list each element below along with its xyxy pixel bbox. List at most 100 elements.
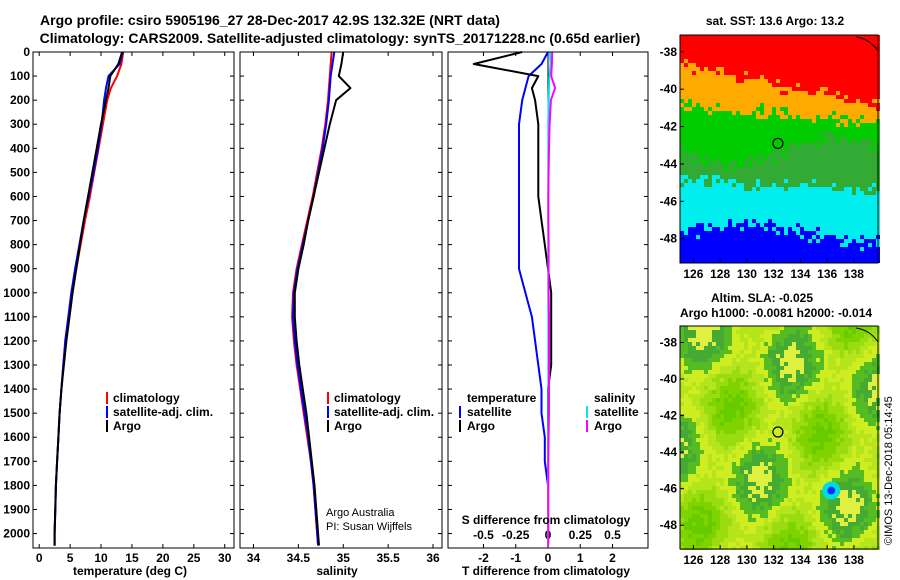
sst-cell xyxy=(744,195,748,199)
sla-cell xyxy=(680,434,684,438)
sst-cell xyxy=(748,91,752,95)
sst-cell xyxy=(716,191,720,195)
sst-cell xyxy=(776,119,780,123)
sst-cell xyxy=(872,259,876,263)
sla-cell xyxy=(736,438,740,442)
sst-cell xyxy=(720,115,724,119)
sla-cell xyxy=(740,434,744,438)
sla-cell xyxy=(784,334,788,338)
sst-cell xyxy=(772,155,776,159)
sst-cell xyxy=(872,111,876,115)
sst-cell xyxy=(772,243,776,247)
sst-cell xyxy=(868,123,872,127)
sst-cell xyxy=(688,143,692,147)
sla-cell xyxy=(704,442,708,446)
sst-cell xyxy=(704,219,708,223)
sst-cell xyxy=(768,111,772,115)
sst-cell xyxy=(716,107,720,111)
sst-cell xyxy=(772,103,776,107)
sst-cell xyxy=(860,51,864,55)
sla-cell xyxy=(796,446,800,450)
sst-cell xyxy=(792,39,796,43)
sst-cell xyxy=(856,71,860,75)
sla-cell xyxy=(772,454,776,458)
sst-cell xyxy=(688,255,692,259)
sla-cell xyxy=(680,458,684,462)
sla-cell xyxy=(772,326,776,330)
sst-cell xyxy=(724,203,728,207)
sla-cell xyxy=(768,454,772,458)
sla-cell xyxy=(788,354,792,358)
sst-cell xyxy=(868,247,872,251)
sst-cell xyxy=(824,203,828,207)
sst-cell xyxy=(748,55,752,59)
sla-cell xyxy=(692,358,696,362)
sst-cell xyxy=(780,151,784,155)
sst-cell xyxy=(808,183,812,187)
sst-cell xyxy=(760,243,764,247)
sst-cell xyxy=(812,123,816,127)
sst-cell xyxy=(836,43,840,47)
sla-cell xyxy=(780,454,784,458)
sst-cell xyxy=(684,95,688,99)
sst-cell xyxy=(716,167,720,171)
sst-cell xyxy=(780,123,784,127)
sla-cell xyxy=(680,438,684,442)
sla-cell xyxy=(728,370,732,374)
sst-cell xyxy=(732,171,736,175)
sla-cell xyxy=(732,450,736,454)
sst-cell xyxy=(724,207,728,211)
sst-cell xyxy=(796,95,800,99)
sla-cell xyxy=(808,346,812,350)
sst-cell xyxy=(708,103,712,107)
sst-cell xyxy=(868,243,872,247)
sla-cell xyxy=(872,342,876,346)
sla-cell xyxy=(712,430,716,434)
sla-cell xyxy=(696,358,700,362)
sst-cell xyxy=(780,227,784,231)
sst-cell xyxy=(784,43,788,47)
sla-cell xyxy=(716,378,720,382)
sla-cell xyxy=(812,346,816,350)
sst-cell xyxy=(860,87,864,91)
sst-cell xyxy=(732,127,736,131)
sla-cell xyxy=(752,346,756,350)
sst-cell xyxy=(840,183,844,187)
sla-cell xyxy=(740,382,744,386)
sla-cell xyxy=(800,394,804,398)
sla-cell xyxy=(712,362,716,366)
sst-cell xyxy=(852,75,856,79)
sst-cell xyxy=(776,259,780,263)
sst-cell xyxy=(700,95,704,99)
sla-cell xyxy=(724,394,728,398)
sst-cell xyxy=(788,95,792,99)
sla-cell xyxy=(772,370,776,374)
sst-cell xyxy=(724,139,728,143)
sst-cell xyxy=(780,163,784,167)
sst-cell xyxy=(776,43,780,47)
sst-cell xyxy=(720,111,724,115)
sst-cell xyxy=(872,155,876,159)
sla-cell xyxy=(844,390,848,394)
sla-cell xyxy=(728,462,732,466)
sla-cell xyxy=(728,350,732,354)
sst-cell xyxy=(688,155,692,159)
sla-cell xyxy=(856,462,860,466)
sst-cell xyxy=(700,255,704,259)
sst-cell xyxy=(760,67,764,71)
sla-cell xyxy=(860,378,864,382)
sst-cell xyxy=(852,95,856,99)
sst-cell xyxy=(700,191,704,195)
sla-cell xyxy=(808,330,812,334)
sla-cell xyxy=(736,334,740,338)
sst-cell xyxy=(688,139,692,143)
sst-cell xyxy=(808,147,812,151)
sst-cell xyxy=(740,247,744,251)
sla-cell xyxy=(816,386,820,390)
sst-cell xyxy=(764,151,768,155)
sst-cell xyxy=(760,163,764,167)
sst-cell xyxy=(712,195,716,199)
sst-cell xyxy=(860,235,864,239)
sst-cell xyxy=(808,119,812,123)
sst-cell xyxy=(852,143,856,147)
